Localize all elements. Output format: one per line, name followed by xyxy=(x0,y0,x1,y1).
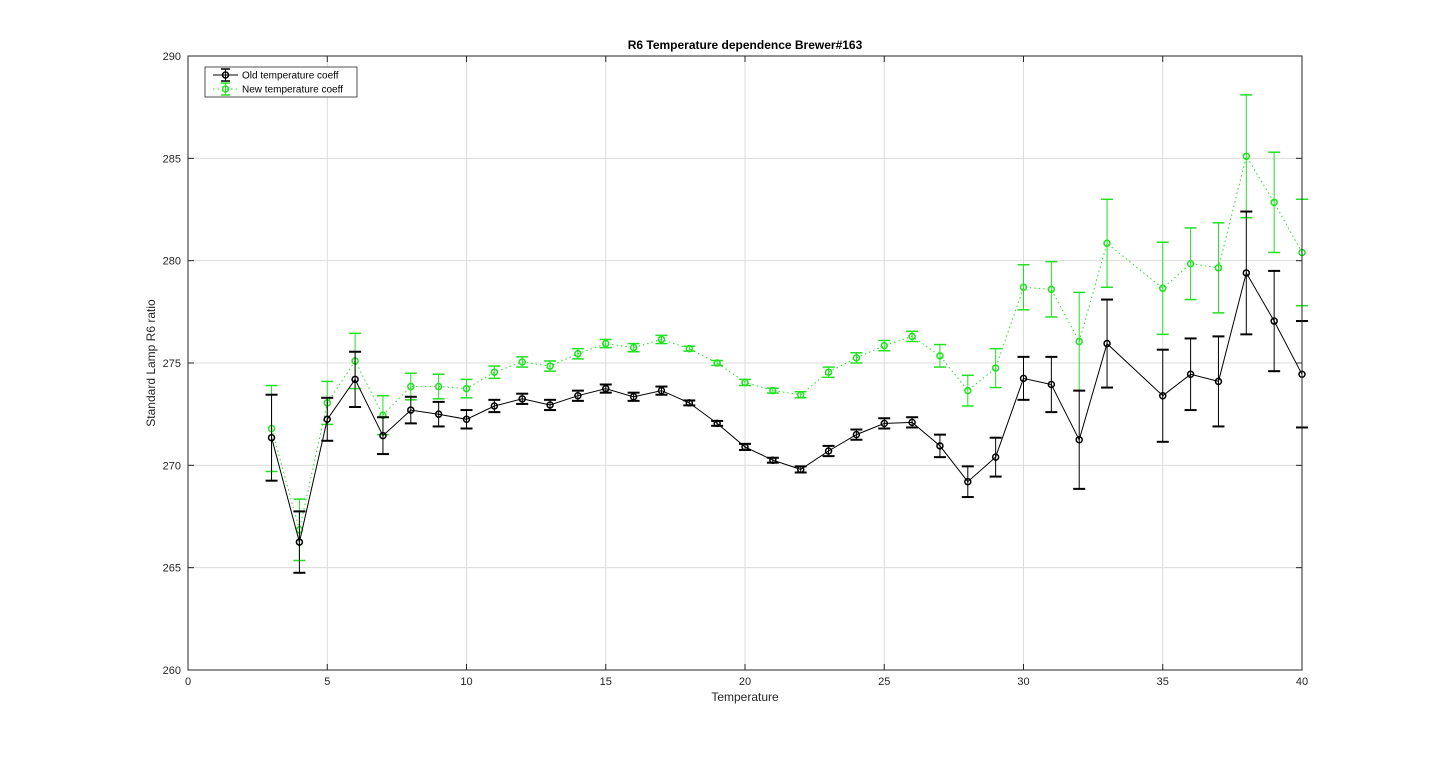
data-point xyxy=(1075,337,1083,346)
data-point xyxy=(908,332,916,341)
data-point xyxy=(713,359,721,367)
data-point xyxy=(546,401,554,409)
legend-marker xyxy=(221,71,230,79)
data-point xyxy=(518,358,526,366)
data-point xyxy=(629,393,638,401)
data-point xyxy=(1270,317,1278,325)
data-point xyxy=(295,538,304,546)
data-point xyxy=(741,443,749,451)
data-point xyxy=(1075,436,1083,444)
data-point xyxy=(769,386,777,395)
data-point xyxy=(1019,283,1028,292)
x-tick-label: 40 xyxy=(1296,676,1308,688)
data-point xyxy=(462,415,471,424)
data-point xyxy=(379,431,387,440)
data-point xyxy=(936,352,944,360)
data-point xyxy=(1159,284,1167,293)
data-point xyxy=(741,378,749,387)
x-tick-label: 25 xyxy=(878,676,890,688)
y-axis-label: Standard Lamp R6 ratio xyxy=(144,299,158,427)
data-point xyxy=(991,364,1000,372)
y-tick-label: 285 xyxy=(163,153,181,165)
data-point xyxy=(796,465,805,474)
y-tick-label: 290 xyxy=(163,51,181,63)
data-point xyxy=(1047,285,1056,294)
data-point xyxy=(657,335,666,344)
data-point xyxy=(1242,152,1251,161)
data-point xyxy=(908,418,916,427)
data-point xyxy=(602,384,610,393)
legend-box xyxy=(204,66,358,98)
data-point xyxy=(1214,264,1223,272)
data-point xyxy=(407,406,415,414)
data-point xyxy=(713,419,721,428)
chart-title: R6 Temperature dependence Brewer#163 xyxy=(628,38,863,52)
data-point xyxy=(351,375,359,384)
x-tick-label: 5 xyxy=(324,676,330,688)
data-point xyxy=(1214,377,1223,386)
x-tick-label: 10 xyxy=(460,676,472,688)
x-tick-label: 0 xyxy=(185,676,191,688)
data-point xyxy=(1242,269,1251,277)
y-tick-label: 260 xyxy=(163,665,181,677)
legend-label: Old temperature coeff xyxy=(242,71,339,82)
data-point xyxy=(490,402,499,410)
data-point xyxy=(685,399,694,407)
data-point xyxy=(936,442,944,450)
data-point xyxy=(824,368,833,376)
y-tick-label: 270 xyxy=(163,460,181,472)
data-point xyxy=(1186,259,1195,268)
y-tick-label: 265 xyxy=(163,563,181,575)
data-point xyxy=(1159,391,1167,400)
data-point xyxy=(769,456,777,464)
data-point xyxy=(434,382,443,391)
x-axis-label: Temperature xyxy=(711,690,779,704)
data-point xyxy=(880,341,888,350)
data-point xyxy=(1186,370,1195,379)
data-point xyxy=(602,339,610,348)
data-point xyxy=(852,354,861,362)
x-tick-label: 35 xyxy=(1157,676,1169,688)
series-old xyxy=(265,210,1308,574)
data-point xyxy=(657,386,666,395)
y-tick-label: 280 xyxy=(163,256,181,268)
ticks: 0 5 10 15 20 25 30 35 40 260 265 270 275 280 285 290 xyxy=(163,51,1308,688)
x-tick-label: 15 xyxy=(600,676,612,688)
legend-label: New temperature coeff xyxy=(242,85,343,96)
data-point xyxy=(434,410,443,418)
legend-entries: Old temperature coeff New temperature coe… xyxy=(213,68,343,96)
y-tick-label: 275 xyxy=(163,358,181,370)
data-point xyxy=(852,430,861,439)
data-point xyxy=(964,386,972,395)
data-point xyxy=(323,415,331,424)
x-tick-label: 20 xyxy=(739,676,751,688)
data-point xyxy=(267,433,276,442)
data-point xyxy=(1047,380,1056,389)
data-point xyxy=(574,391,582,400)
data-point xyxy=(462,384,471,393)
data-point xyxy=(574,350,582,358)
data-point xyxy=(1270,198,1278,207)
data-point xyxy=(629,343,638,352)
data-point xyxy=(490,368,499,376)
data-point xyxy=(685,344,694,353)
x-tick-label: 30 xyxy=(1017,676,1029,688)
data-point xyxy=(1103,339,1111,348)
data-point xyxy=(880,419,888,428)
legend: Old temperature coeff New temperature coe… xyxy=(204,66,358,98)
data-point xyxy=(824,447,833,455)
data-point xyxy=(546,362,554,370)
data-point xyxy=(1019,374,1028,383)
data-point xyxy=(991,453,1000,461)
legend-marker xyxy=(221,85,230,93)
data-point xyxy=(407,382,415,391)
grid xyxy=(188,56,1302,670)
data-point xyxy=(796,390,805,399)
data-point xyxy=(964,477,972,486)
data-point xyxy=(1103,239,1111,248)
data-point xyxy=(518,395,526,403)
